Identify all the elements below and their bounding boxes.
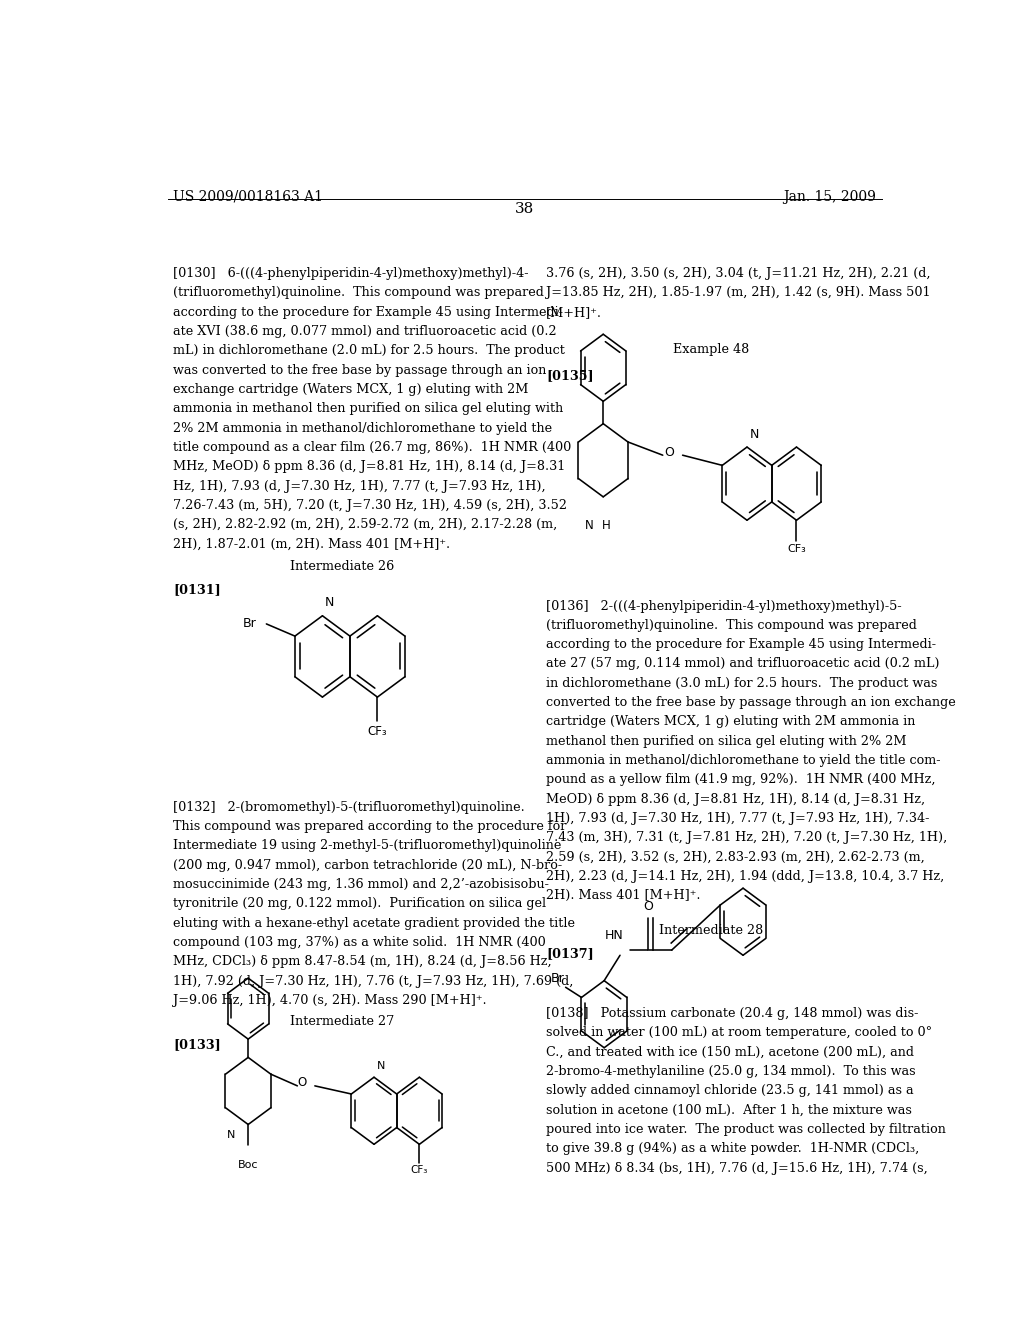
Text: mosuccinimide (243 mg, 1.36 mmol) and 2,2’-azobisisobu-: mosuccinimide (243 mg, 1.36 mmol) and 2,…: [173, 878, 549, 891]
Text: solution in acetone (100 mL).  After 1 h, the mixture was: solution in acetone (100 mL). After 1 h,…: [546, 1104, 912, 1117]
Text: [0130]   6-(((4-phenylpiperidin-4-yl)methoxy)methyl)-4-: [0130] 6-(((4-phenylpiperidin-4-yl)metho…: [173, 267, 528, 280]
Text: 38: 38: [515, 202, 535, 216]
Text: ammonia in methanol/dichloromethane to yield the title com-: ammonia in methanol/dichloromethane to y…: [546, 754, 941, 767]
Text: ammonia in methanol then purified on silica gel eluting with: ammonia in methanol then purified on sil…: [173, 403, 563, 416]
Text: [0133]: [0133]: [173, 1039, 221, 1052]
Text: Intermediate 28: Intermediate 28: [659, 924, 764, 937]
Text: in dichloromethane (3.0 mL) for 2.5 hours.  The product was: in dichloromethane (3.0 mL) for 2.5 hour…: [546, 677, 938, 690]
Text: was converted to the free base by passage through an ion: was converted to the free base by passag…: [173, 364, 547, 376]
Text: 500 MHz) δ 8.34 (bs, 1H), 7.76 (d, J=15.6 Hz, 1H), 7.74 (s,: 500 MHz) δ 8.34 (bs, 1H), 7.76 (d, J=15.…: [546, 1162, 928, 1175]
Text: HN: HN: [605, 929, 624, 942]
Text: converted to the free base by passage through an ion exchange: converted to the free base by passage th…: [546, 696, 956, 709]
Text: C., and treated with ice (150 mL), acetone (200 mL), and: C., and treated with ice (150 mL), aceto…: [546, 1045, 914, 1059]
Text: Br: Br: [243, 618, 257, 631]
Text: (trifluoromethyl)quinoline.  This compound was prepared: (trifluoromethyl)quinoline. This compoun…: [546, 619, 918, 632]
Text: O: O: [664, 446, 674, 458]
Text: pound as a yellow film (41.9 mg, 92%).  1H NMR (400 MHz,: pound as a yellow film (41.9 mg, 92%). 1…: [546, 774, 936, 787]
Text: Intermediate 19 using 2-methyl-5-(trifluoromethyl)quinoline: Intermediate 19 using 2-methyl-5-(triflu…: [173, 840, 561, 853]
Text: N: N: [750, 428, 759, 441]
Text: 1H), 7.92 (d, J=7.30 Hz, 1H), 7.76 (t, J=7.93 Hz, 1H), 7.69 (d,: 1H), 7.92 (d, J=7.30 Hz, 1H), 7.76 (t, J…: [173, 974, 573, 987]
Text: Intermediate 26: Intermediate 26: [290, 560, 394, 573]
Text: H: H: [602, 519, 610, 532]
Text: 1H), 7.93 (d, J=7.30 Hz, 1H), 7.77 (t, J=7.93 Hz, 1H), 7.34-: 1H), 7.93 (d, J=7.30 Hz, 1H), 7.77 (t, J…: [546, 812, 930, 825]
Text: J=13.85 Hz, 2H), 1.85-1.97 (m, 2H), 1.42 (s, 9H). Mass 501: J=13.85 Hz, 2H), 1.85-1.97 (m, 2H), 1.42…: [546, 286, 931, 300]
Text: according to the procedure for Example 45 using Intermedi-: according to the procedure for Example 4…: [546, 638, 936, 651]
Text: O: O: [298, 1076, 307, 1089]
Text: 2H), 1.87-2.01 (m, 2H). Mass 401 [M+H]⁺.: 2H), 1.87-2.01 (m, 2H). Mass 401 [M+H]⁺.: [173, 537, 451, 550]
Text: [0131]: [0131]: [173, 583, 221, 597]
Text: solved in water (100 mL) at room temperature, cooled to 0°: solved in water (100 mL) at room tempera…: [546, 1027, 933, 1039]
Text: poured into ice water.  The product was collected by filtration: poured into ice water. The product was c…: [546, 1123, 946, 1137]
Text: Jan. 15, 2009: Jan. 15, 2009: [783, 190, 877, 203]
Text: This compound was prepared according to the procedure for: This compound was prepared according to …: [173, 820, 566, 833]
Text: N: N: [227, 1130, 236, 1139]
Text: CF₃: CF₃: [411, 1164, 428, 1175]
Text: ate 27 (57 mg, 0.114 mmol) and trifluoroacetic acid (0.2 mL): ate 27 (57 mg, 0.114 mmol) and trifluoro…: [546, 657, 940, 671]
Text: 2.59 (s, 2H), 3.52 (s, 2H), 2.83-2.93 (m, 2H), 2.62-2.73 (m,: 2.59 (s, 2H), 3.52 (s, 2H), 2.83-2.93 (m…: [546, 850, 925, 863]
Text: Intermediate 27: Intermediate 27: [290, 1015, 394, 1028]
Text: 3.76 (s, 2H), 3.50 (s, 2H), 3.04 (t, J=11.21 Hz, 2H), 2.21 (d,: 3.76 (s, 2H), 3.50 (s, 2H), 3.04 (t, J=1…: [546, 267, 931, 280]
Text: to give 39.8 g (94%) as a white powder.  1H-NMR (CDCl₃,: to give 39.8 g (94%) as a white powder. …: [546, 1142, 920, 1155]
Text: methanol then purified on silica gel eluting with 2% 2M: methanol then purified on silica gel elu…: [546, 735, 906, 747]
Text: 2H). Mass 401 [M+H]⁺.: 2H). Mass 401 [M+H]⁺.: [546, 890, 700, 902]
Text: MHz, CDCl₃) δ ppm 8.47-8.54 (m, 1H), 8.24 (d, J=8.56 Hz,: MHz, CDCl₃) δ ppm 8.47-8.54 (m, 1H), 8.2…: [173, 956, 552, 969]
Text: 7.43 (m, 3H), 7.31 (t, J=7.81 Hz, 2H), 7.20 (t, J=7.30 Hz, 1H),: 7.43 (m, 3H), 7.31 (t, J=7.81 Hz, 2H), 7…: [546, 832, 947, 845]
Text: US 2009/0018163 A1: US 2009/0018163 A1: [173, 190, 324, 203]
Text: Example 48: Example 48: [673, 343, 750, 356]
Text: [0136]   2-(((4-phenylpiperidin-4-yl)methoxy)methyl)-5-: [0136] 2-(((4-phenylpiperidin-4-yl)metho…: [546, 599, 902, 612]
Text: [0132]   2-(bromomethyl)-5-(trifluoromethyl)quinoline.: [0132] 2-(bromomethyl)-5-(trifluoromethy…: [173, 801, 525, 813]
Text: [0135]: [0135]: [546, 368, 594, 381]
Text: title compound as a clear film (26.7 mg, 86%).  1H NMR (400: title compound as a clear film (26.7 mg,…: [173, 441, 571, 454]
Text: 2% 2M ammonia in methanol/dichloromethane to yield the: 2% 2M ammonia in methanol/dichloromethan…: [173, 421, 552, 434]
Text: (trifluoromethyl)quinoline.  This compound was prepared: (trifluoromethyl)quinoline. This compoun…: [173, 286, 544, 300]
Text: ate XVI (38.6 mg, 0.077 mmol) and trifluoroacetic acid (0.2: ate XVI (38.6 mg, 0.077 mmol) and triflu…: [173, 325, 557, 338]
Text: CF₃: CF₃: [787, 544, 806, 553]
Text: tyronitrile (20 mg, 0.122 mmol).  Purification on silica gel: tyronitrile (20 mg, 0.122 mmol). Purific…: [173, 898, 547, 911]
Text: cartridge (Waters MCX, 1 g) eluting with 2M ammonia in: cartridge (Waters MCX, 1 g) eluting with…: [546, 715, 915, 729]
Text: MHz, MeOD) δ ppm 8.36 (d, J=8.81 Hz, 1H), 8.14 (d, J=8.31: MHz, MeOD) δ ppm 8.36 (d, J=8.81 Hz, 1H)…: [173, 461, 565, 474]
Text: Br: Br: [550, 973, 564, 985]
Text: CF₃: CF₃: [368, 725, 387, 738]
Text: [M+H]⁺.: [M+H]⁺.: [546, 306, 602, 318]
Text: mL) in dichloromethane (2.0 mL) for 2.5 hours.  The product: mL) in dichloromethane (2.0 mL) for 2.5 …: [173, 345, 565, 358]
Text: N: N: [377, 1061, 385, 1071]
Text: N: N: [585, 519, 594, 532]
Text: Boc: Boc: [238, 1160, 258, 1170]
Text: eluting with a hexane-ethyl acetate gradient provided the title: eluting with a hexane-ethyl acetate grad…: [173, 916, 575, 929]
Text: (200 mg, 0.947 mmol), carbon tetrachloride (20 mL), N-bro-: (200 mg, 0.947 mmol), carbon tetrachlori…: [173, 859, 562, 871]
Text: [0138]   Potassium carbonate (20.4 g, 148 mmol) was dis-: [0138] Potassium carbonate (20.4 g, 148 …: [546, 1007, 919, 1020]
Text: 2H), 2.23 (d, J=14.1 Hz, 2H), 1.94 (ddd, J=13.8, 10.4, 3.7 Hz,: 2H), 2.23 (d, J=14.1 Hz, 2H), 1.94 (ddd,…: [546, 870, 944, 883]
Text: O: O: [643, 899, 652, 912]
Text: (s, 2H), 2.82-2.92 (m, 2H), 2.59-2.72 (m, 2H), 2.17-2.28 (m,: (s, 2H), 2.82-2.92 (m, 2H), 2.59-2.72 (m…: [173, 519, 557, 531]
Text: slowly added cinnamoyl chloride (23.5 g, 141 mmol) as a: slowly added cinnamoyl chloride (23.5 g,…: [546, 1084, 913, 1097]
Text: 2-bromo-4-methylaniline (25.0 g, 134 mmol).  To this was: 2-bromo-4-methylaniline (25.0 g, 134 mmo…: [546, 1065, 915, 1078]
Text: Hz, 1H), 7.93 (d, J=7.30 Hz, 1H), 7.77 (t, J=7.93 Hz, 1H),: Hz, 1H), 7.93 (d, J=7.30 Hz, 1H), 7.77 (…: [173, 479, 546, 492]
Text: according to the procedure for Example 45 using Intermedi-: according to the procedure for Example 4…: [173, 306, 563, 318]
Text: N: N: [325, 595, 334, 609]
Text: exchange cartridge (Waters MCX, 1 g) eluting with 2M: exchange cartridge (Waters MCX, 1 g) elu…: [173, 383, 528, 396]
Text: J=9.06 Hz, 1H), 4.70 (s, 2H). Mass 290 [M+H]⁺.: J=9.06 Hz, 1H), 4.70 (s, 2H). Mass 290 […: [173, 994, 486, 1007]
Text: 7.26-7.43 (m, 5H), 7.20 (t, J=7.30 Hz, 1H), 4.59 (s, 2H), 3.52: 7.26-7.43 (m, 5H), 7.20 (t, J=7.30 Hz, 1…: [173, 499, 567, 512]
Text: compound (103 mg, 37%) as a white solid.  1H NMR (400: compound (103 mg, 37%) as a white solid.…: [173, 936, 546, 949]
Text: [0137]: [0137]: [546, 948, 594, 960]
Text: MeOD) δ ppm 8.36 (d, J=8.81 Hz, 1H), 8.14 (d, J=8.31 Hz,: MeOD) δ ppm 8.36 (d, J=8.81 Hz, 1H), 8.1…: [546, 792, 926, 805]
